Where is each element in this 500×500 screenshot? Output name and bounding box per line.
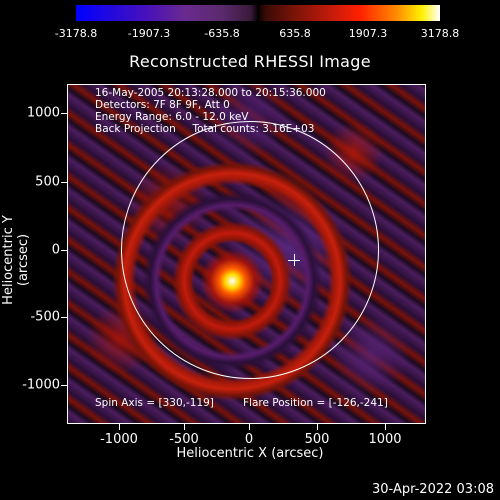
colorbar-tick: -1907.3 [127, 27, 171, 40]
y-axis-label: Heliocentric Y (arcsec) [1, 215, 31, 305]
x-tick-label: 1000 [368, 432, 402, 447]
x-tick-label: 0 [244, 432, 254, 447]
x-tick-mark [249, 424, 250, 430]
x-axis-label: Heliocentric X (arcsec) [176, 446, 324, 461]
x-tick-label: 500 [304, 432, 330, 447]
y-tick-mark [61, 385, 67, 386]
spin-axis-text: Spin Axis = [330,-119] [95, 397, 214, 409]
y-tick-mark [61, 317, 67, 318]
y-tick-label: -500 [30, 309, 60, 325]
colorbar-tick: -635.8 [204, 27, 240, 40]
colorbar-tick: 635.8 [279, 27, 311, 40]
info-energy-range: Energy Range: 6.0 - 12.0 keV [95, 111, 249, 123]
colorbar-tick: -3178.8 [54, 27, 98, 40]
flare-position-text: Flare Position = [-126,-241] [243, 397, 388, 409]
y-tick-label: 0 [51, 242, 60, 258]
x-tick-label: -1000 [100, 432, 138, 447]
render-timestamp: 30-Apr-2022 03:08 [372, 482, 494, 497]
spin-axis-marker [294, 254, 295, 266]
y-tick-label: 1000 [26, 105, 60, 121]
x-tick-label: -500 [169, 432, 199, 447]
colorbar-tick: 3178.8 [420, 27, 460, 40]
colorbar-tick: 1907.3 [348, 27, 388, 40]
image-title: Reconstructed RHESSI Image [129, 52, 371, 71]
y-tick-mark [61, 250, 67, 251]
x-tick-mark [385, 424, 386, 430]
x-tick-mark [317, 424, 318, 430]
colorbar [76, 5, 440, 21]
y-tick-label: 500 [35, 174, 60, 190]
x-tick-mark [184, 424, 185, 430]
info-method-counts: Back Projection Total counts: 3.16E+03 [95, 123, 315, 135]
info-time-range: 16-May-2005 20:13:28.000 to 20:15:36.000 [95, 87, 326, 99]
y-tick-mark [61, 182, 67, 183]
y-tick-mark [61, 113, 67, 114]
solar-limb-circle [121, 121, 379, 379]
y-tick-label: -1000 [22, 377, 60, 393]
x-tick-mark [119, 424, 120, 430]
info-detectors: Detectors: 7F 8F 9F, Att 0 [95, 99, 230, 111]
